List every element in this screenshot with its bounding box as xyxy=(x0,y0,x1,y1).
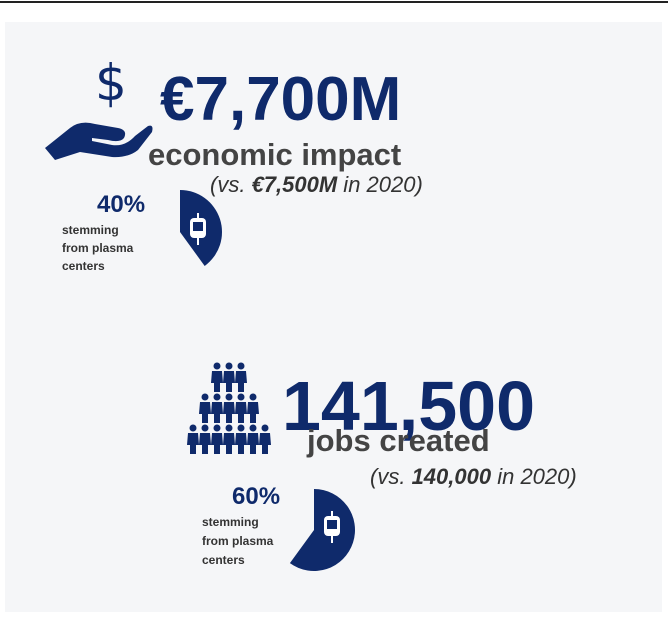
person xyxy=(187,433,199,454)
svg-text:$: $ xyxy=(95,54,127,112)
person xyxy=(261,424,269,432)
person xyxy=(201,393,209,401)
person xyxy=(223,433,235,454)
person xyxy=(225,393,233,401)
comparison-close: in 2020) xyxy=(337,172,423,197)
person xyxy=(225,424,233,432)
person xyxy=(199,433,211,454)
comparison: (vs. €7,500M in 2020) xyxy=(210,172,423,197)
person xyxy=(213,424,221,432)
person xyxy=(211,402,223,423)
person xyxy=(213,362,221,370)
person xyxy=(189,424,197,432)
stat-label: economic impact xyxy=(148,137,401,172)
stat-label: jobs created xyxy=(306,423,490,458)
comparison-open: (vs. xyxy=(370,464,412,489)
person xyxy=(213,393,221,401)
person xyxy=(247,402,259,423)
person xyxy=(211,371,223,392)
stat-value: 141,500 xyxy=(282,367,535,445)
comparison-value: 140,000 xyxy=(412,464,492,489)
person xyxy=(259,433,271,454)
person xyxy=(235,402,247,423)
person xyxy=(235,433,247,454)
person xyxy=(249,393,257,401)
bag-icon xyxy=(193,222,203,231)
person xyxy=(237,393,245,401)
person xyxy=(199,402,211,423)
note-line: from plasma xyxy=(62,241,134,255)
bag-icon xyxy=(327,520,337,529)
people-icon xyxy=(187,362,271,454)
percent-label: 60% xyxy=(232,483,280,510)
person xyxy=(223,371,235,392)
comparison-close: in 2020) xyxy=(491,464,577,489)
note-line: stemming xyxy=(62,223,119,237)
person xyxy=(237,362,245,370)
comparison-value: €7,500M xyxy=(252,172,338,197)
hand-icon: $ xyxy=(45,54,153,160)
person xyxy=(225,362,233,370)
person xyxy=(211,433,223,454)
note-line: stemming xyxy=(202,515,259,529)
person xyxy=(223,402,235,423)
person xyxy=(235,371,247,392)
stat-value: €7,700M xyxy=(160,65,401,134)
person xyxy=(201,424,209,432)
person xyxy=(237,424,245,432)
comparison-open: (vs. xyxy=(210,172,252,197)
person xyxy=(247,433,259,454)
note-line: centers xyxy=(202,553,245,567)
comparison: (vs. 140,000 in 2020) xyxy=(370,464,577,489)
note-line: from plasma xyxy=(202,534,274,548)
share-wedge xyxy=(289,489,356,571)
person xyxy=(249,424,257,432)
note-line: centers xyxy=(62,259,105,273)
percent-label: 40% xyxy=(97,191,145,218)
